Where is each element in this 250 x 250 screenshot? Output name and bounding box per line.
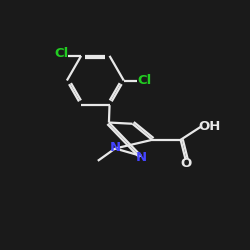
Text: Cl: Cl xyxy=(54,47,68,60)
Text: O: O xyxy=(180,157,191,170)
Text: N: N xyxy=(110,142,121,154)
Text: OH: OH xyxy=(198,120,221,133)
Text: Cl: Cl xyxy=(137,74,152,87)
Text: N: N xyxy=(136,151,147,164)
